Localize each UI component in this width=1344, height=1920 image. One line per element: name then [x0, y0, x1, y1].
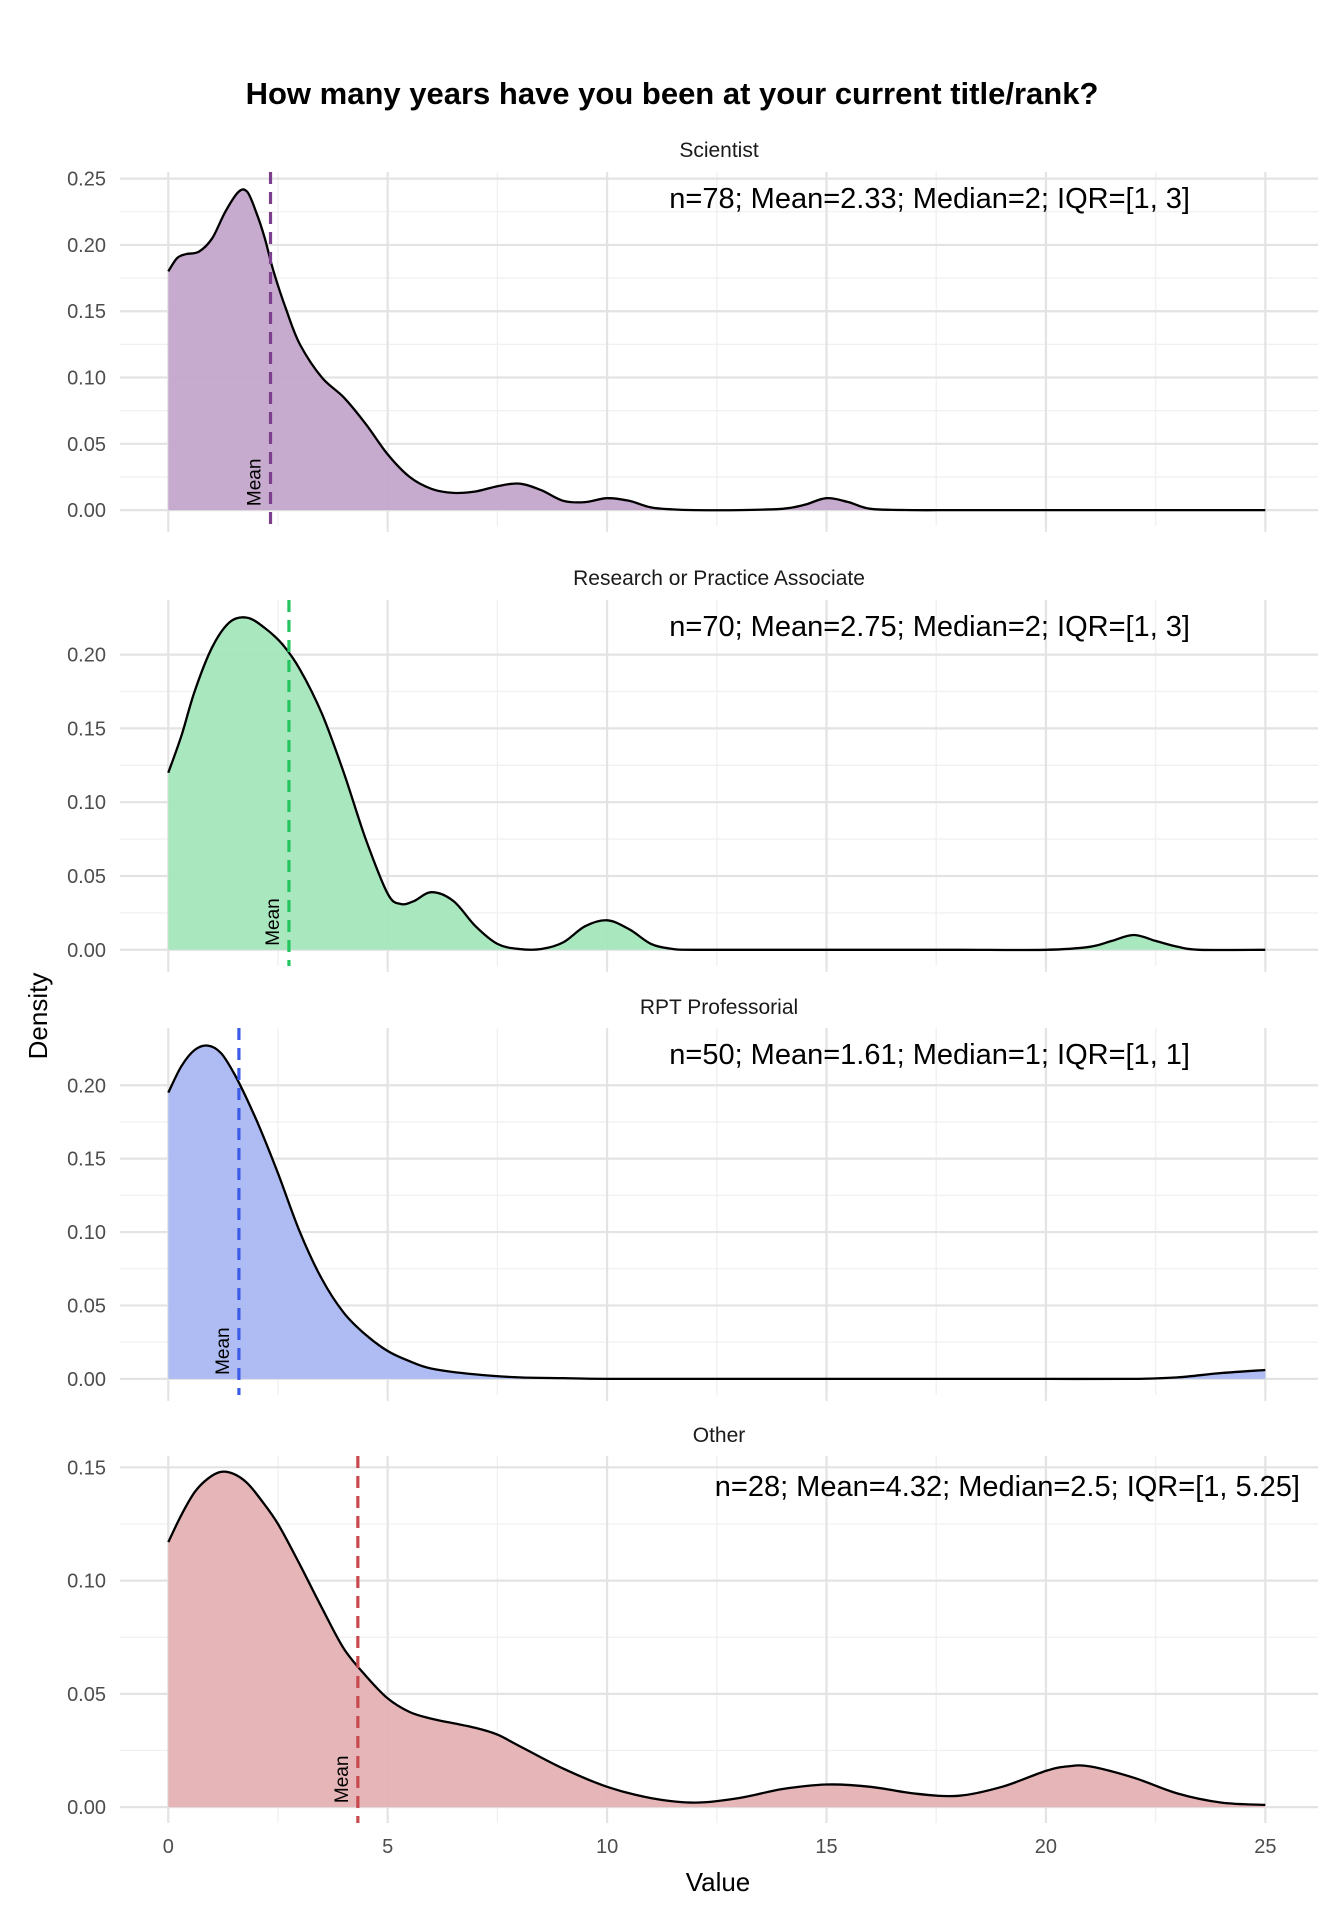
x-axis-title: Value [686, 1867, 751, 1897]
density-area [168, 1471, 1266, 1808]
x-tick-label: 0 [163, 1836, 174, 1858]
y-tick-label: 0.25 [67, 169, 106, 191]
facet-strip-label: Research or Practice Associate [573, 567, 865, 590]
facet-strip-label: RPT Professorial [640, 996, 798, 1019]
facet-panels: Scientist 0.00 0.05 0.10 0.15 0.20 0.25 Mean n=7… [67, 139, 1318, 1823]
x-axis: 0 5 10 15 20 25 [163, 1836, 1277, 1858]
facet-strip-label: Scientist [679, 139, 759, 162]
density-curve [167, 188, 1266, 512]
y-tick-label: 0.15 [67, 301, 106, 323]
density-curve [167, 616, 1266, 952]
y-tick-label: 0.05 [67, 866, 106, 888]
density-area [168, 1045, 1266, 1379]
y-tick-label: 0.10 [67, 792, 106, 814]
stats-annotation: n=78; Mean=2.33; Median=2; IQR=[1, 3] [669, 183, 1190, 215]
y-tick-label: 0.00 [67, 940, 106, 962]
stats-annotation: n=70; Mean=2.75; Median=2; IQR=[1, 3] [669, 611, 1190, 643]
chart-title: How many years have you been at your cur… [246, 76, 1099, 111]
y-tick-label: 0.05 [67, 1295, 106, 1317]
mean-label: Mean [263, 898, 284, 946]
density-curve [167, 1044, 1266, 1381]
y-tick-label: 0.20 [67, 1075, 106, 1097]
y-tick-label: 0.00 [67, 500, 106, 522]
facet-panel: RPT Professorial 0.00 0.05 0.10 0.15 0.20 Mean… [67, 996, 1318, 1401]
mean-label: Mean [213, 1327, 234, 1375]
y-tick-label: 0.20 [67, 645, 106, 667]
y-tick-label: 0.15 [67, 1457, 106, 1479]
y-tick-label: 0.10 [67, 368, 106, 390]
x-tick-label: 15 [815, 1836, 837, 1858]
x-tick-label: 5 [382, 1836, 393, 1858]
y-tick-label: 0.15 [67, 718, 106, 740]
x-tick-label: 10 [596, 1836, 618, 1858]
density-area [168, 189, 1266, 511]
y-tick-label: 0.00 [67, 1797, 106, 1819]
y-tick-label: 0.00 [67, 1369, 106, 1391]
y-tick-label: 0.10 [67, 1571, 106, 1593]
y-tick-label: 0.10 [67, 1222, 106, 1244]
facet-panel: Other 0.00 0.05 0.10 0.15 Mean n=28; Mean=4.32… [67, 1424, 1318, 1823]
density-area [168, 617, 1266, 951]
facet-panel: Research or Practice Associate 0.00 0.05 0.… [67, 567, 1318, 972]
mean-label: Mean [332, 1756, 353, 1804]
y-axis-title: Density [23, 973, 53, 1060]
stats-annotation: n=50; Mean=1.61; Median=1; IQR=[1, 1] [669, 1039, 1190, 1071]
stats-annotation: n=28; Mean=4.32; Median=2.5; IQR=[1, 5.2… [715, 1471, 1300, 1503]
y-tick-label: 0.20 [67, 235, 106, 257]
y-tick-label: 0.15 [67, 1149, 106, 1171]
x-tick-label: 25 [1254, 1836, 1276, 1858]
facet-panel: Scientist 0.00 0.05 0.10 0.15 0.20 0.25 Mean n=7… [67, 139, 1318, 532]
y-tick-label: 0.05 [67, 434, 106, 456]
facet-strip-label: Other [693, 1424, 746, 1447]
x-tick-label: 20 [1035, 1836, 1057, 1858]
mean-label: Mean [245, 459, 266, 507]
density-curve [167, 1470, 1266, 1807]
y-tick-label: 0.05 [67, 1684, 106, 1706]
